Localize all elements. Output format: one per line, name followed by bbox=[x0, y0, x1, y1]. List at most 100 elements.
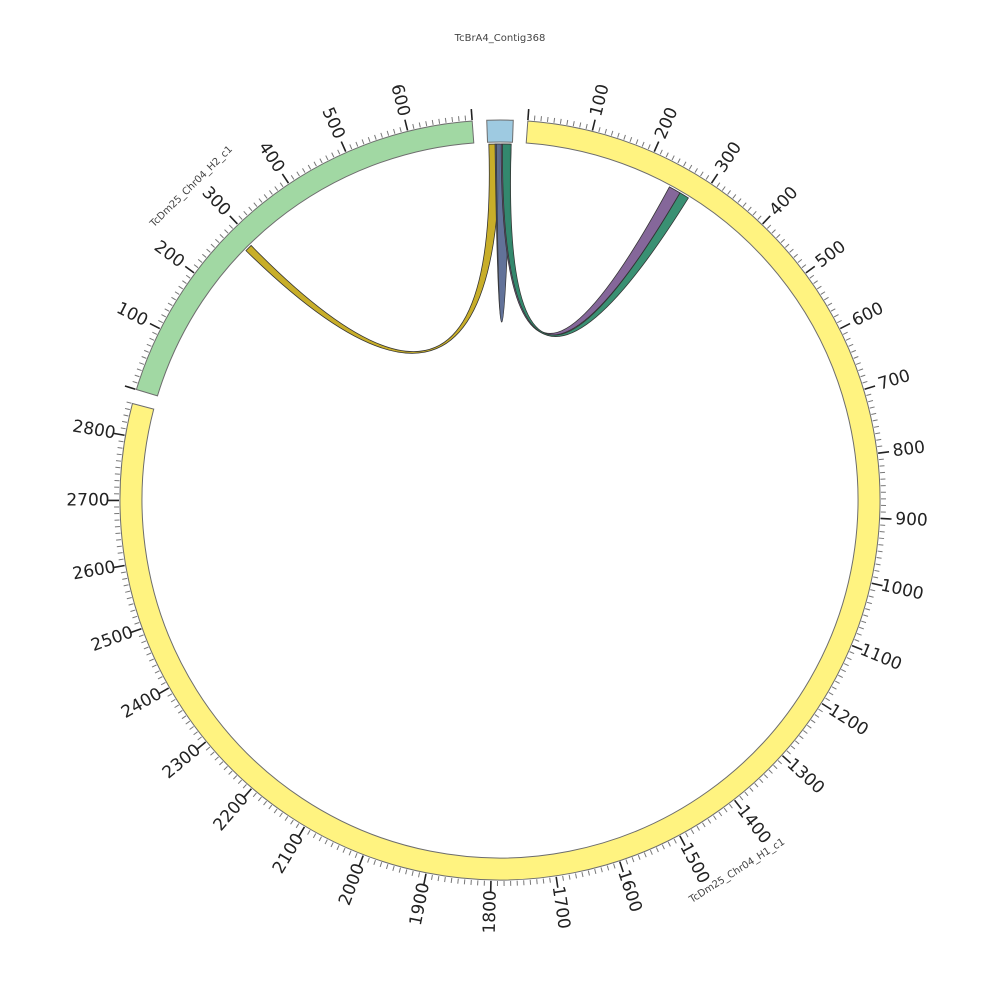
minor-tick bbox=[786, 750, 791, 755]
minor-tick bbox=[559, 118, 562, 124]
minor-tick bbox=[690, 829, 695, 835]
ideogram-1 bbox=[119, 120, 881, 881]
minor-tick bbox=[780, 238, 785, 243]
tick-label: 2600 bbox=[71, 557, 117, 584]
minor-tick bbox=[749, 787, 754, 792]
minor-tick bbox=[174, 291, 180, 295]
link-ribbon-3 bbox=[502, 143, 689, 337]
tick-label: 900 bbox=[895, 509, 928, 531]
minor-tick bbox=[816, 285, 822, 290]
minor-tick bbox=[655, 847, 659, 853]
minor-tick bbox=[727, 190, 731, 195]
minor-tick bbox=[610, 130, 614, 136]
minor-tick bbox=[374, 134, 377, 140]
minor-tick bbox=[116, 539, 122, 541]
minor-tick bbox=[228, 770, 233, 775]
minor-tick bbox=[185, 274, 191, 279]
tick-label: 600 bbox=[849, 298, 887, 330]
major-tick bbox=[880, 517, 892, 520]
minor-tick bbox=[871, 412, 877, 415]
minor-tick bbox=[116, 545, 122, 548]
minor-tick bbox=[820, 291, 826, 295]
minor-tick bbox=[801, 264, 807, 269]
minor-tick bbox=[116, 453, 122, 456]
minor-tick bbox=[412, 123, 415, 129]
minor-tick bbox=[853, 356, 859, 359]
tick-label: 600 bbox=[386, 82, 413, 118]
major-tick bbox=[555, 876, 559, 888]
minor-tick bbox=[121, 420, 128, 423]
minor-tick bbox=[223, 765, 228, 771]
minor-tick bbox=[837, 319, 842, 324]
minor-tick bbox=[224, 229, 229, 234]
tick-label: 1700 bbox=[548, 885, 574, 931]
minor-tick bbox=[143, 646, 149, 650]
minor-tick bbox=[876, 438, 882, 441]
major-tick bbox=[591, 119, 596, 131]
major-tick bbox=[113, 432, 125, 437]
tick-label: 300 bbox=[198, 183, 235, 220]
minor-tick bbox=[818, 708, 823, 713]
minor-tick bbox=[849, 651, 855, 655]
minor-tick bbox=[729, 803, 733, 809]
minor-tick bbox=[873, 576, 879, 579]
minor-tick bbox=[631, 857, 635, 863]
minor-tick bbox=[739, 795, 744, 801]
minor-tick bbox=[803, 730, 808, 734]
minor-tick bbox=[164, 308, 170, 312]
minor-tick bbox=[876, 557, 882, 559]
tick-label: 2100 bbox=[269, 830, 308, 877]
major-tick bbox=[243, 788, 253, 798]
major-tick bbox=[149, 322, 161, 330]
minor-tick bbox=[342, 847, 346, 853]
minor-tick bbox=[451, 116, 454, 123]
minor-tick bbox=[833, 314, 839, 318]
minor-tick bbox=[641, 141, 645, 147]
minor-tick bbox=[828, 692, 834, 696]
minor-tick bbox=[718, 811, 723, 817]
minor-tick bbox=[117, 447, 123, 449]
tick-label: 2200 bbox=[209, 789, 252, 835]
minor-tick bbox=[866, 393, 872, 396]
minor-tick bbox=[594, 868, 597, 875]
major-tick bbox=[864, 385, 876, 390]
minor-tick bbox=[160, 681, 166, 686]
minor-tick bbox=[182, 280, 187, 284]
minor-tick bbox=[737, 198, 742, 203]
major-tick bbox=[358, 855, 364, 867]
minor-tick bbox=[263, 194, 268, 199]
minor-tick bbox=[206, 248, 211, 253]
minor-tick bbox=[814, 714, 820, 718]
minor-tick bbox=[177, 709, 183, 714]
minor-tick bbox=[705, 175, 710, 180]
ideogram-2 bbox=[135, 120, 475, 397]
minor-tick bbox=[141, 640, 147, 644]
minor-tick bbox=[336, 845, 340, 851]
ideograms-layer bbox=[119, 119, 881, 881]
minor-tick bbox=[723, 807, 728, 813]
tick-label: 200 bbox=[651, 104, 682, 142]
tick-label: 700 bbox=[876, 366, 913, 395]
minor-tick bbox=[125, 590, 131, 593]
minor-tick bbox=[835, 680, 840, 684]
minor-tick bbox=[623, 134, 626, 140]
tick-label: 1100 bbox=[857, 640, 905, 675]
minor-tick bbox=[228, 224, 234, 229]
minor-tick bbox=[598, 127, 601, 133]
minor-tick bbox=[827, 302, 833, 307]
minor-tick bbox=[437, 875, 440, 882]
minor-tick bbox=[667, 841, 671, 847]
minor-tick bbox=[399, 127, 402, 133]
minor-tick bbox=[846, 657, 852, 661]
minor-tick bbox=[568, 874, 571, 880]
minor-tick bbox=[759, 778, 764, 783]
tick-label: 100 bbox=[586, 82, 613, 118]
minor-tick bbox=[337, 149, 341, 155]
tick-label: 2800 bbox=[71, 416, 117, 443]
major-tick bbox=[113, 564, 125, 569]
minor-tick bbox=[854, 639, 860, 642]
minor-tick bbox=[858, 368, 864, 372]
minor-tick bbox=[120, 571, 126, 574]
minor-tick bbox=[268, 804, 273, 810]
minor-tick bbox=[553, 117, 556, 123]
